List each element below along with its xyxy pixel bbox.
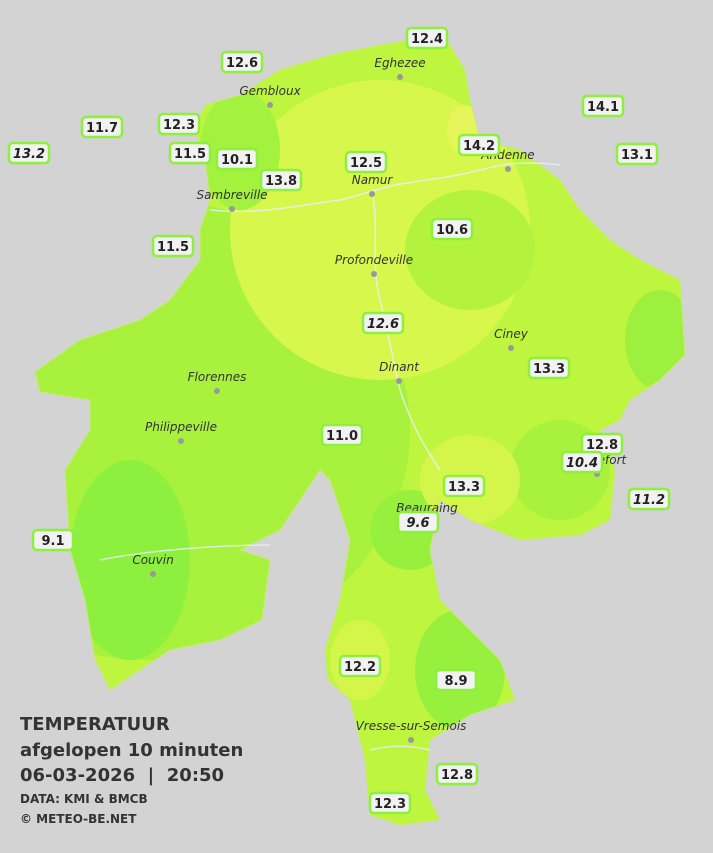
station-value: 11.5 bbox=[157, 240, 189, 255]
station-value: 13.3 bbox=[448, 480, 480, 495]
station-box bbox=[215, 147, 259, 171]
city-name: Couvin bbox=[132, 553, 173, 567]
station-box bbox=[368, 791, 412, 815]
station-value: 12.3 bbox=[374, 797, 406, 812]
station-box bbox=[627, 487, 671, 511]
station-value: 8.9 bbox=[444, 674, 467, 689]
station-value: 13.3 bbox=[533, 362, 565, 377]
city-dot bbox=[397, 74, 403, 80]
station-value: 12.6 bbox=[367, 317, 399, 332]
city-dot bbox=[214, 388, 220, 394]
city-name: Sambreville bbox=[196, 188, 267, 202]
station-box bbox=[157, 112, 201, 136]
station-box bbox=[80, 115, 124, 139]
station-value: 14.1 bbox=[587, 100, 619, 115]
station-value: 13.2 bbox=[13, 147, 45, 162]
city-name: Dinant bbox=[379, 360, 420, 374]
station-box bbox=[434, 668, 478, 692]
station-box bbox=[527, 356, 571, 380]
station-value: 10.6 bbox=[436, 223, 468, 238]
station-box bbox=[615, 142, 659, 166]
station-value: 12.5 bbox=[350, 156, 382, 171]
city-dot bbox=[505, 166, 511, 172]
station-box bbox=[430, 217, 474, 241]
station-value: 11.7 bbox=[86, 121, 118, 136]
station-box bbox=[168, 141, 212, 165]
annotation-layer: EghezeeGemblouxAndenneNamurSambrevillePr… bbox=[7, 26, 671, 815]
city-name: Philippeville bbox=[145, 420, 217, 434]
station-box bbox=[220, 50, 264, 74]
subtitle: afgelopen 10 minuten bbox=[20, 740, 243, 761]
station-box bbox=[151, 234, 195, 258]
station-box bbox=[442, 474, 486, 498]
station-value: 10.1 bbox=[221, 153, 253, 168]
station-box bbox=[31, 528, 75, 552]
credit: © METEO-BE.NET bbox=[20, 812, 137, 826]
city-name: Profondeville bbox=[335, 253, 413, 267]
rivers bbox=[99, 162, 561, 751]
station-box bbox=[396, 510, 440, 534]
station-value: 12.2 bbox=[344, 660, 376, 675]
station-box bbox=[560, 450, 604, 474]
station-box bbox=[361, 311, 405, 335]
station-value: 12.4 bbox=[411, 32, 443, 47]
city-name: Ciney bbox=[494, 327, 529, 341]
station-value: 13.1 bbox=[621, 148, 653, 163]
station-box bbox=[457, 133, 501, 157]
station-box bbox=[344, 150, 388, 174]
source: DATA: KMI & BMCB bbox=[20, 792, 148, 806]
station-box bbox=[435, 762, 479, 786]
city-dot bbox=[178, 438, 184, 444]
station-box bbox=[259, 168, 303, 192]
station-value: 13.8 bbox=[265, 174, 297, 189]
station-box bbox=[338, 654, 382, 678]
city-dot bbox=[369, 191, 375, 197]
city-dot bbox=[396, 378, 402, 384]
station-value: 9.1 bbox=[41, 534, 64, 549]
station-value: 11.5 bbox=[174, 147, 206, 162]
city-dot bbox=[229, 206, 235, 212]
station-box bbox=[7, 141, 51, 165]
station-value: 14.2 bbox=[463, 139, 495, 154]
city-name: Florennes bbox=[188, 370, 247, 384]
station-value: 12.3 bbox=[163, 118, 195, 133]
city-dot bbox=[150, 571, 156, 577]
station-value: 10.4 bbox=[566, 456, 598, 471]
station-value: 12.8 bbox=[586, 438, 618, 453]
city-name: Eghezee bbox=[374, 56, 425, 70]
city-dot bbox=[508, 345, 514, 351]
station-box bbox=[320, 423, 364, 447]
station-value: 12.8 bbox=[441, 768, 473, 783]
city-dot bbox=[408, 737, 414, 743]
station-value: 11.0 bbox=[326, 429, 358, 444]
city-name: Gembloux bbox=[239, 84, 301, 98]
city-dot bbox=[267, 102, 273, 108]
station-value: 9.6 bbox=[406, 516, 429, 531]
station-box bbox=[405, 26, 449, 50]
station-value: 11.2 bbox=[633, 493, 665, 508]
city-dot bbox=[371, 271, 377, 277]
city-name: Vresse-sur-Semois bbox=[356, 719, 467, 733]
title: TEMPERATUUR bbox=[20, 714, 170, 735]
datetime: 06-03-2026 | 20:50 bbox=[20, 765, 224, 786]
province-border bbox=[34, 39, 686, 826]
city-name: Namur bbox=[352, 173, 394, 187]
station-value: 12.6 bbox=[226, 56, 258, 71]
station-box bbox=[581, 94, 625, 118]
